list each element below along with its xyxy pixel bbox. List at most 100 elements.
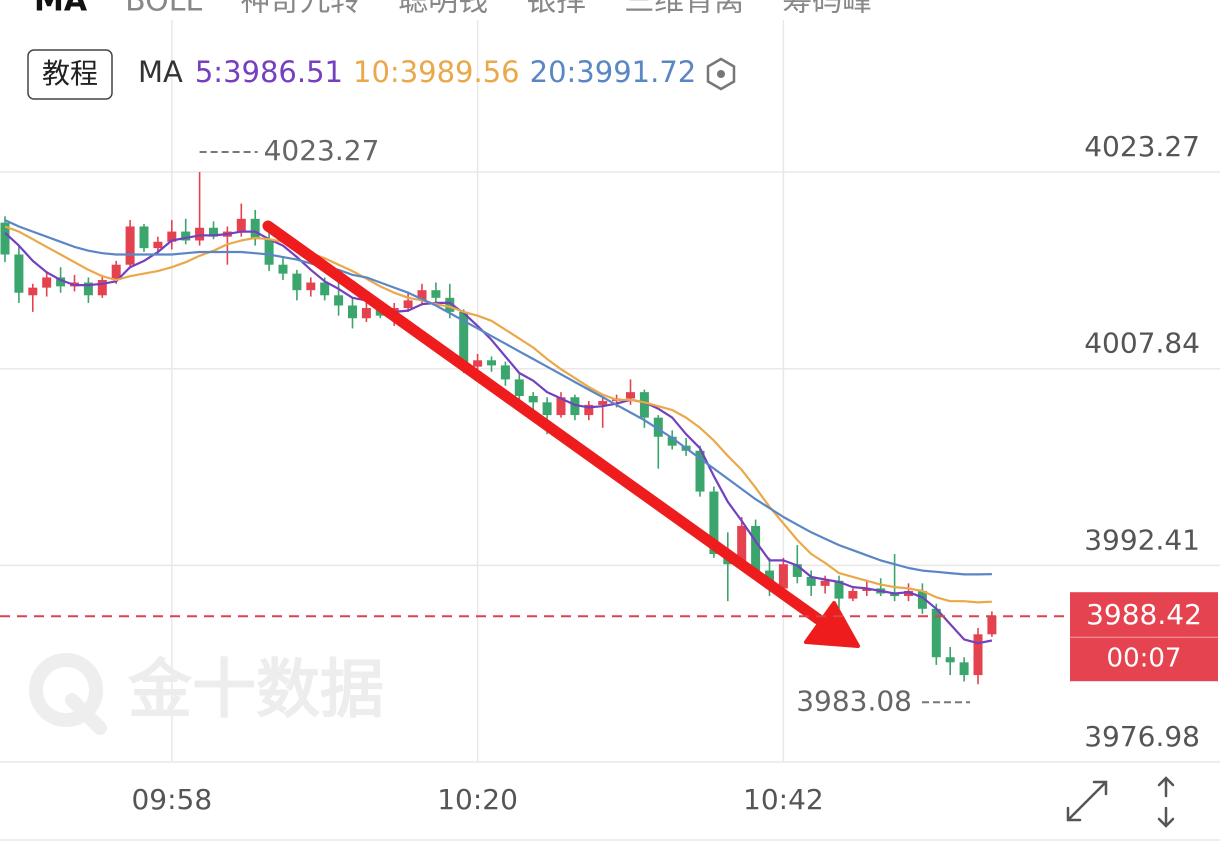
- countdown-label: 00:07: [1107, 644, 1182, 674]
- candle-body: [792, 564, 802, 577]
- candle-body: [83, 282, 93, 296]
- toolbar-tab[interactable]: 三维背离: [624, 0, 744, 19]
- candle-body: [806, 576, 816, 586]
- candle-body: [139, 226, 149, 249]
- candle-body: [973, 634, 983, 676]
- scale-icon[interactable]: [1157, 776, 1175, 828]
- candle-body: [709, 491, 719, 555]
- candle-body: [778, 564, 788, 589]
- toolbar-tab[interactable]: BOLL: [125, 0, 202, 19]
- candle-body: [945, 657, 955, 663]
- candle-body: [862, 588, 872, 591]
- candle-body: [959, 662, 969, 676]
- ma-line: [4, 230, 993, 645]
- watermark-logo: [29, 653, 107, 735]
- candle-body: [111, 264, 121, 280]
- candle-body: [195, 227, 205, 241]
- candle-body: [598, 401, 608, 405]
- candle-body: [695, 450, 705, 492]
- candle-body: [487, 360, 496, 366]
- candle-body: [348, 305, 357, 319]
- watermark-ring: [29, 653, 103, 727]
- watermark-tail: [65, 693, 107, 735]
- candle-body: [848, 590, 858, 599]
- legend-entry: 20:3991.72: [530, 55, 697, 89]
- scale-arrows[interactable]: [1157, 776, 1175, 828]
- max-label: 4023.27: [264, 134, 380, 167]
- ma-line: [4, 219, 992, 576]
- candle-body: [278, 264, 288, 274]
- candle-body: [250, 218, 260, 240]
- x-tick-label: 09:58: [131, 783, 212, 816]
- candle-body: [431, 290, 441, 298]
- legend-entry: 10:3989.56: [353, 55, 520, 89]
- candle-body: [417, 290, 427, 301]
- candle-body: [653, 417, 663, 437]
- arrow-shaft: [262, 220, 824, 625]
- y-tick-label: 4023.27: [1084, 130, 1200, 163]
- candle-body: [904, 590, 913, 597]
- toolbar-tab[interactable]: MA: [34, 0, 88, 19]
- plot-area: [0, 172, 997, 685]
- candle-body: [917, 590, 927, 609]
- x-tick-label: 10:42: [743, 783, 824, 816]
- trend-arrow: [262, 220, 860, 648]
- candle-body: [361, 308, 371, 319]
- candle-body: [403, 300, 413, 309]
- candle-body: [584, 404, 594, 416]
- candle-body: [306, 282, 316, 291]
- toolbar-tab[interactable]: 神奇九转: [240, 0, 360, 19]
- candle-body: [737, 525, 747, 565]
- candle-body: [181, 231, 191, 241]
- settings-dot[interactable]: [717, 70, 725, 78]
- ma-line: [4, 225, 992, 604]
- last-price-label: 3988.42: [1086, 598, 1202, 631]
- y-tick-label: 4007.84: [1084, 327, 1200, 360]
- candle-body: [153, 241, 163, 249]
- candle-body: [751, 525, 761, 571]
- candle-body: [334, 295, 344, 306]
- toolbar: MA BOLL 神奇九转 聪明钱 银择 三维背离 筹码峰: [34, 0, 872, 19]
- candle-body: [667, 436, 677, 446]
- candle-body: [987, 616, 997, 635]
- tutorial-label[interactable]: 教程: [42, 57, 98, 90]
- min-label: 3983.08: [796, 684, 912, 717]
- y-tick-label: 3992.41: [1084, 523, 1200, 556]
- candle-body: [570, 397, 580, 416]
- tutorial-button[interactable]: [27, 49, 113, 100]
- candle-body: [626, 392, 635, 399]
- legend: 5:3986.51 10:3989.56 20:3991.72: [195, 55, 696, 89]
- candle-body: [14, 254, 24, 293]
- candle-body: [264, 239, 274, 265]
- watermark: 金十数据: [127, 654, 384, 728]
- toolbar-tab[interactable]: 银择: [526, 0, 586, 19]
- candle-body: [0, 222, 10, 255]
- toolbar-tab[interactable]: 筹码峰: [782, 0, 872, 19]
- candle-body: [639, 392, 649, 418]
- overlay: 3976.98 3992.41 4007.84 4023.27 09:58 10:20 10…: [0, 130, 1218, 816]
- candle-body: [556, 397, 566, 416]
- settings-hexagon[interactable]: [706, 57, 736, 91]
- toolbar-tab[interactable]: 聪明钱: [398, 0, 488, 19]
- legend-entry: 5:3986.51: [195, 55, 343, 89]
- candle-body: [514, 379, 524, 396]
- candle-body: [459, 311, 469, 367]
- expand-arrows[interactable]: [1066, 780, 1108, 822]
- settings-icon[interactable]: [706, 57, 736, 91]
- candle-body: [820, 580, 830, 586]
- indicator-label: MA: [138, 55, 183, 89]
- arrow-head: [804, 601, 860, 648]
- expand-icon[interactable]: [1066, 780, 1108, 822]
- candle-body: [890, 593, 900, 597]
- candle-body: [528, 395, 538, 403]
- candle-body: [542, 402, 552, 416]
- grid: [0, 20, 1220, 841]
- candle-body: [320, 282, 330, 296]
- candle-body: [125, 226, 135, 265]
- y-tick-label: 3976.98: [1084, 720, 1200, 753]
- candle-body: [42, 277, 52, 288]
- candle-body: [28, 287, 38, 296]
